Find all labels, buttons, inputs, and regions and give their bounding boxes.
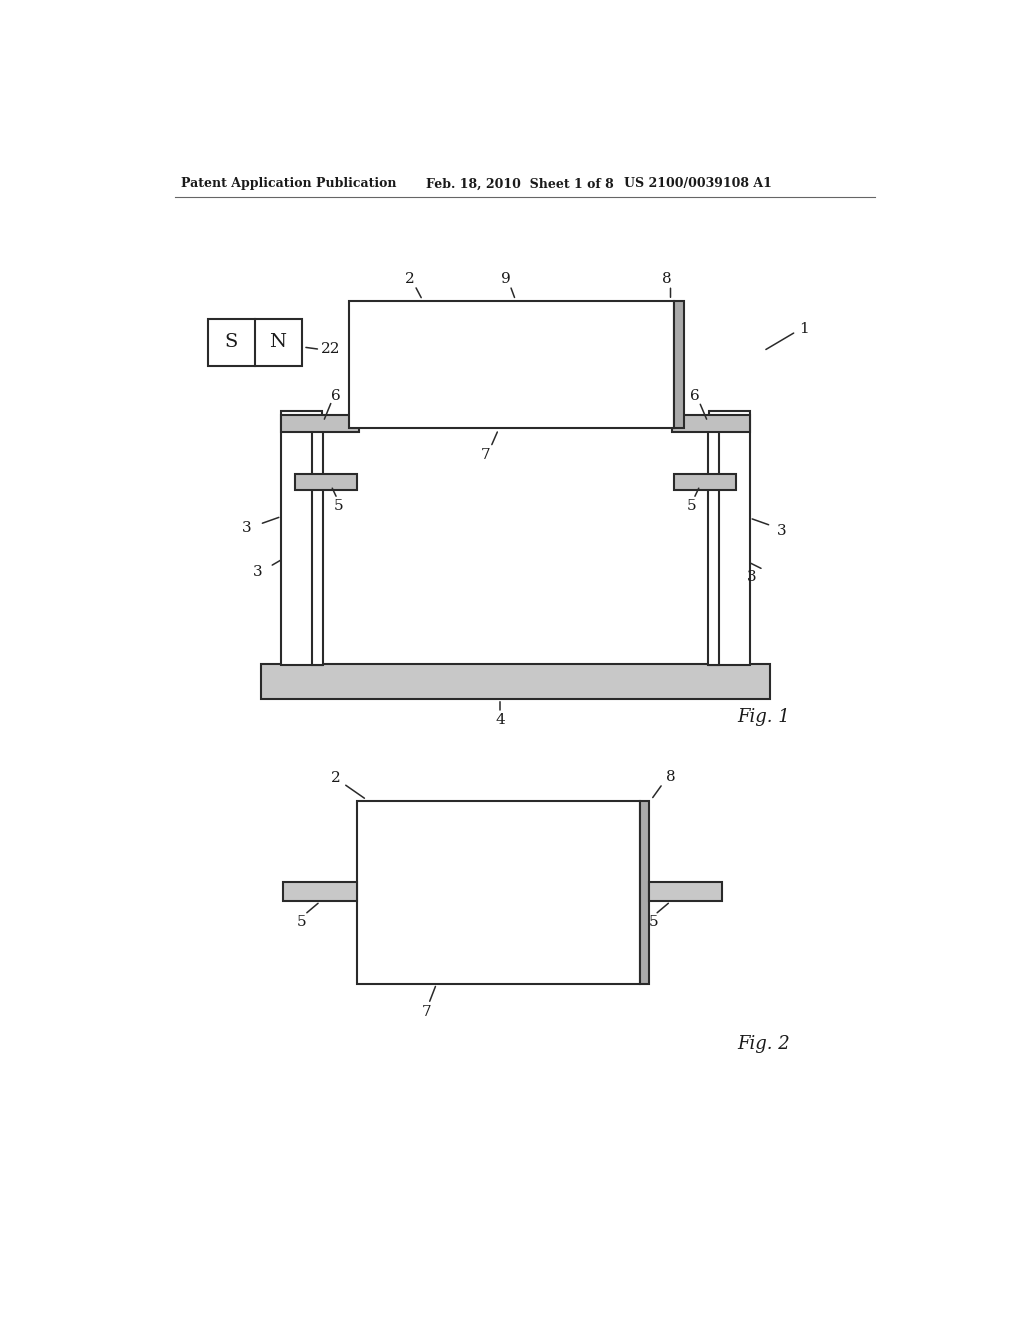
Bar bbox=[649, 882, 722, 902]
Text: 5: 5 bbox=[334, 499, 344, 513]
Text: Fig. 1: Fig. 1 bbox=[737, 708, 790, 726]
Bar bbox=[282, 414, 359, 432]
Text: 6: 6 bbox=[689, 388, 699, 403]
Bar bbox=[282, 411, 322, 665]
Bar bbox=[312, 426, 324, 665]
Bar bbox=[675, 474, 736, 490]
Bar bbox=[672, 414, 750, 432]
Text: 3: 3 bbox=[242, 521, 251, 535]
Bar bbox=[349, 301, 675, 428]
Text: Patent Application Publication: Patent Application Publication bbox=[180, 177, 396, 190]
Text: 7: 7 bbox=[481, 447, 490, 462]
Text: 1: 1 bbox=[799, 322, 809, 337]
Text: N: N bbox=[269, 334, 286, 351]
Text: Feb. 18, 2010  Sheet 1 of 8: Feb. 18, 2010 Sheet 1 of 8 bbox=[426, 177, 614, 190]
Text: 8: 8 bbox=[666, 771, 675, 784]
Text: Fig. 2: Fig. 2 bbox=[737, 1035, 790, 1053]
Text: 4: 4 bbox=[496, 714, 505, 727]
Bar bbox=[295, 474, 356, 490]
Text: 5: 5 bbox=[687, 499, 696, 513]
Text: 5: 5 bbox=[297, 915, 306, 929]
Text: US 2100/0039108 A1: US 2100/0039108 A1 bbox=[624, 177, 772, 190]
Text: 5: 5 bbox=[648, 915, 658, 929]
Text: 3: 3 bbox=[777, 524, 786, 539]
Bar bbox=[640, 800, 649, 983]
Bar bbox=[283, 882, 356, 902]
Text: 8: 8 bbox=[662, 272, 672, 286]
Text: 2: 2 bbox=[404, 272, 414, 286]
Bar bbox=[675, 301, 684, 428]
Text: 3: 3 bbox=[253, 565, 262, 579]
Text: 2: 2 bbox=[331, 771, 341, 785]
Text: 6: 6 bbox=[331, 388, 341, 403]
Bar bbox=[708, 426, 719, 665]
Bar bbox=[356, 800, 640, 983]
Text: 9: 9 bbox=[501, 272, 510, 286]
Bar bbox=[710, 411, 750, 665]
Bar bbox=[261, 664, 770, 700]
Bar bbox=[208, 318, 302, 367]
Text: 3: 3 bbox=[748, 570, 757, 585]
Text: 22: 22 bbox=[322, 342, 341, 356]
Text: S: S bbox=[224, 334, 238, 351]
Text: 7: 7 bbox=[422, 1005, 431, 1019]
